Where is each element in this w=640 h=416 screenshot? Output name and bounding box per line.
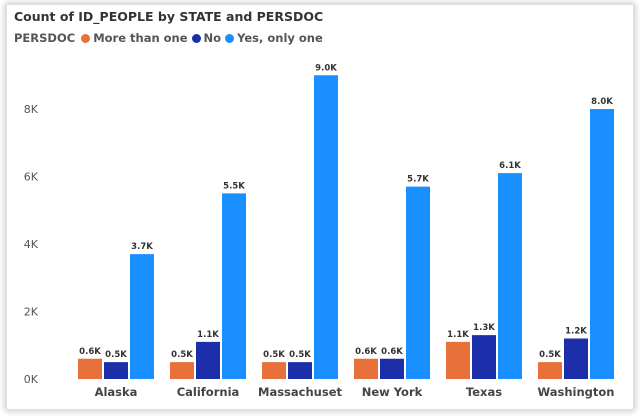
bar-yes-only-one-washington[interactable] [590,109,614,379]
x-tick-label: Washington [537,385,614,399]
bar-more-than-one-california[interactable] [170,362,194,379]
data-label: 1.2K [565,327,587,337]
bar-no-texas[interactable] [472,335,496,379]
x-tick-label: New York [362,385,423,399]
bar-more-than-one-massachuset[interactable] [262,362,286,379]
legend-label-yes-only-one: Yes, only one [237,31,323,45]
data-label: 0.6K [79,347,101,357]
data-label: 3.7K [131,242,153,252]
y-tick-label: 8K [24,103,39,116]
bar-yes-only-one-california[interactable] [222,193,246,379]
bar-more-than-one-alaska[interactable] [78,358,102,379]
data-label: 9.0K [315,63,337,73]
data-label: 1.1K [197,330,219,340]
bar-no-california[interactable] [196,341,220,379]
bar-more-than-one-washington[interactable] [538,362,562,379]
data-label: 0.5K [539,350,561,360]
data-label: 0.5K [171,350,193,360]
data-label: 1.1K [447,330,469,340]
data-label: 0.5K [263,350,285,360]
data-label: 8.0K [591,97,613,107]
bar-more-than-one-new-york[interactable] [354,358,378,379]
y-tick-label: 6K [24,171,39,184]
y-tick-label: 4K [24,238,39,251]
bar-yes-only-one-massachuset[interactable] [314,75,338,379]
bar-no-alaska[interactable] [104,362,128,379]
x-tick-label: Alaska [95,385,138,399]
data-label: 0.5K [289,350,311,360]
legend: PERSDOC More than one No Yes, only one [14,31,327,45]
x-tick-label: Massachuset [258,385,342,399]
bar-no-massachuset[interactable] [288,362,312,379]
data-label: 0.6K [355,347,377,357]
y-tick-label: 2K [24,306,39,319]
data-label: 5.7K [407,175,429,185]
chart-title: Count of ID_PEOPLE by STATE and PERSDOC [14,9,324,24]
bar-yes-only-one-texas[interactable] [498,173,522,379]
x-tick-label: Texas [466,385,502,399]
data-label: 6.1K [499,161,521,171]
legend-dot-more-than-one [81,33,91,43]
bar-no-washington[interactable] [564,338,588,380]
data-label: 5.5K [223,181,245,191]
y-tick-label: 0K [24,373,39,386]
legend-item-more-than-one[interactable]: More than one [81,31,188,45]
legend-item-no[interactable]: No [191,31,222,45]
data-label: 1.3K [473,323,495,333]
bar-yes-only-one-new-york[interactable] [406,186,430,379]
legend-title: PERSDOC [14,31,76,45]
data-label: 0.5K [105,350,127,360]
legend-item-yes-only-one[interactable]: Yes, only one [225,31,323,45]
bar-more-than-one-texas[interactable] [446,341,470,379]
legend-dot-no [191,33,201,43]
x-tick-label: California [177,385,240,399]
data-label: 0.6K [381,347,403,357]
legend-label-more-than-one: More than one [93,31,188,45]
legend-dot-yes-only-one [225,33,235,43]
bar-yes-only-one-alaska[interactable] [130,254,154,379]
legend-label-no: No [203,31,222,45]
bar-no-new-york[interactable] [380,358,404,379]
